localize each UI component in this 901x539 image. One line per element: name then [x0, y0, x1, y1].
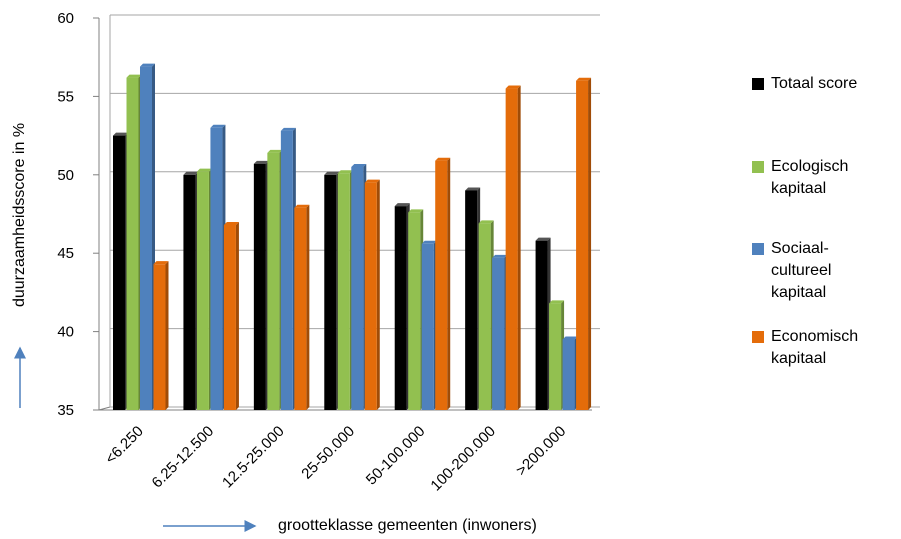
bar-top: [351, 163, 367, 167]
bar-side: [306, 204, 310, 410]
bar-side: [165, 261, 169, 410]
bar-ecologisch-kapitaal-5: [478, 223, 491, 410]
bar-top: [465, 187, 481, 191]
bar-totaal-score-3: [324, 174, 337, 410]
bar-ecologisch-kapitaal-4: [408, 212, 421, 410]
bar-top: [253, 160, 269, 164]
legend-label-economisch-kapitaal: Economisch kapitaal: [771, 328, 859, 367]
legend-label-sociaal-cultureel-kapitaal: Sociaal-cultureel kapitaal: [771, 240, 832, 301]
y-axis-title: duurzaamheidsscore in %: [11, 123, 28, 307]
bar-top: [478, 220, 494, 224]
bar-sociaal-cultureel-kapitaal-1: [210, 127, 223, 410]
bar-ecologisch-kapitaal-1: [196, 171, 209, 410]
bar-top: [267, 149, 283, 153]
bar-economisch-kapitaal-1: [223, 224, 236, 410]
y-tick-label: 35: [57, 402, 74, 419]
bar-sociaal-cultureel-kapitaal-3: [351, 166, 364, 410]
bar-totaal-score-5: [465, 190, 478, 410]
bar-top: [492, 254, 508, 258]
x-tick-label: 25-50.000: [298, 423, 358, 483]
legend-item-totaal-score: Totaal score: [752, 73, 881, 95]
legend-swatch-economisch-kapitaal: [752, 331, 764, 343]
bar-totaal-score-6: [535, 240, 548, 410]
x-tick-label: <6.250: [102, 423, 147, 468]
y-tick-label: 40: [57, 324, 74, 341]
bar-top: [183, 171, 199, 175]
x-tick-label: 100-200.000: [427, 423, 499, 495]
bar-top: [394, 203, 410, 207]
bar-totaal-score-1: [183, 174, 196, 410]
bar-side: [376, 179, 380, 410]
bar-top: [126, 74, 142, 78]
bar-top: [562, 336, 578, 340]
y-tick-label: 55: [57, 88, 74, 105]
bar-side: [588, 77, 592, 410]
bar-sociaal-cultureel-kapitaal-0: [140, 66, 152, 410]
bar-top: [408, 209, 424, 213]
bar-economisch-kapitaal-5: [505, 88, 518, 410]
bar-top: [140, 63, 155, 67]
bar-sociaal-cultureel-kapitaal-4: [421, 243, 434, 410]
legend-swatch-sociaal-cultureel-kapitaal: [752, 243, 764, 255]
legend-item-sociaal-cultureel-kapitaal: Sociaal-cultureel kapitaal: [752, 238, 841, 304]
bar-ecologisch-kapitaal-2: [267, 152, 280, 410]
bars: [113, 63, 592, 411]
bar-side: [235, 221, 239, 410]
bar-top: [364, 179, 380, 183]
bar-ecologisch-kapitaal-3: [337, 173, 350, 410]
bar-top: [210, 124, 226, 128]
bar-totaal-score-2: [253, 163, 266, 410]
legend-swatch-ecologisch-kapitaal: [752, 161, 764, 173]
bar-ecologisch-kapitaal-0: [126, 77, 139, 411]
legend-label-ecologisch-kapitaal: Ecologisch kapitaal: [771, 158, 849, 197]
x-tick-label: 6.25-12.500: [149, 423, 218, 492]
bar-economisch-kapitaal-6: [576, 80, 589, 410]
bar-sociaal-cultureel-kapitaal-5: [492, 257, 505, 410]
bar-top: [576, 77, 592, 81]
bar-top: [280, 127, 296, 131]
bar-side: [447, 157, 451, 410]
y-tick-label: 60: [57, 10, 74, 27]
legend-item-ecologisch-kapitaal: Ecologisch kapitaal: [752, 156, 856, 200]
x-axis-title: grootteklasse gemeenten (inwoners): [278, 517, 537, 534]
legend-label-totaal-score: Totaal score: [771, 75, 858, 92]
y-tick-label: 50: [57, 167, 74, 184]
bar-top: [421, 240, 437, 244]
bar-economisch-kapitaal-2: [294, 207, 307, 410]
x-tick-label: >200.000: [513, 423, 570, 480]
bar-top: [535, 237, 551, 241]
bar-top: [324, 171, 340, 175]
x-tick-label: 50-100.000: [363, 423, 429, 489]
bar-top: [549, 300, 565, 304]
bar-ecologisch-kapitaal-6: [549, 303, 562, 410]
bar-top: [196, 168, 212, 172]
bar-top: [337, 170, 353, 174]
legend-item-economisch-kapitaal: Economisch kapitaal: [752, 326, 871, 370]
bar-top: [153, 261, 169, 265]
bar-top: [223, 221, 239, 225]
bar-totaal-score-4: [394, 206, 407, 410]
bar-economisch-kapitaal-4: [435, 160, 448, 410]
bar-top: [435, 157, 451, 161]
y-tick-label: 45: [57, 245, 74, 262]
bar-sociaal-cultureel-kapitaal-6: [562, 339, 575, 410]
bar-top: [113, 132, 128, 136]
bar-sociaal-cultureel-kapitaal-2: [280, 130, 293, 410]
bar-economisch-kapitaal-3: [364, 182, 377, 410]
bar-totaal-score-0: [113, 135, 125, 410]
bar-side: [517, 85, 521, 410]
bar-top: [505, 85, 521, 89]
legend-swatch-totaal-score: [752, 78, 764, 90]
bar-economisch-kapitaal-0: [153, 264, 166, 410]
x-tick-label: 12.5-25.000: [219, 423, 288, 492]
bar-top: [294, 204, 310, 208]
